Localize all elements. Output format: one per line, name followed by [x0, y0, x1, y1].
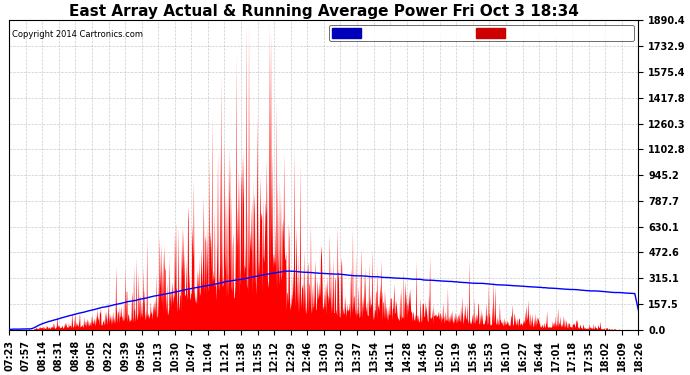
- Legend: Average  (DC Watts), East Array  (DC Watts): Average (DC Watts), East Array (DC Watts…: [329, 25, 633, 41]
- Title: East Array Actual & Running Average Power Fri Oct 3 18:34: East Array Actual & Running Average Powe…: [69, 4, 579, 19]
- Text: Copyright 2014 Cartronics.com: Copyright 2014 Cartronics.com: [12, 30, 144, 39]
